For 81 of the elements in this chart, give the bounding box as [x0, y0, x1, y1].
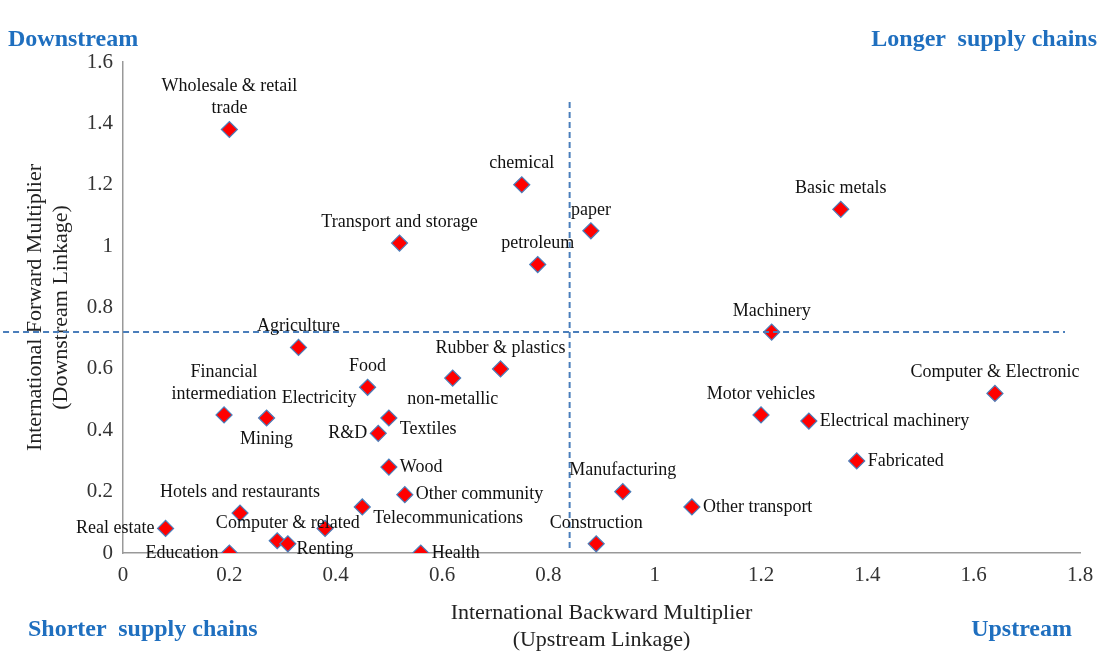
point: [491, 360, 510, 378]
point: [380, 409, 398, 427]
annotation: chemical: [489, 152, 555, 173]
annotation: Electricity: [281, 387, 357, 408]
y-tick-label: 1.2: [86, 171, 114, 196]
annotation: Renting: [296, 538, 354, 559]
x-tick-label: 0.2: [216, 562, 243, 587]
annotation: Machinery: [732, 299, 811, 320]
text: Longer supply chains: [871, 25, 1097, 52]
point: [369, 424, 387, 442]
point: [582, 222, 600, 240]
x-tick-label: 0.8: [535, 562, 562, 587]
x-tick-label: 1.8: [1066, 562, 1094, 587]
point: [986, 384, 1004, 403]
point: [529, 255, 547, 274]
annotation: non-metallic: [407, 387, 499, 408]
point: [215, 406, 233, 424]
annotation: Electrical machinery: [819, 409, 970, 430]
annotation: Wood: [399, 455, 443, 476]
x-tick-label: 1.6: [960, 562, 987, 587]
annotation: Hotels and restaurants: [160, 480, 320, 501]
annotation: Basic metals: [795, 177, 887, 198]
x-tick-label: 1.2: [747, 562, 775, 587]
point: [513, 176, 531, 194]
annotation: Agriculture: [257, 315, 340, 336]
annotation: Other community: [415, 483, 544, 504]
point: [353, 498, 371, 516]
annotation: Transport and storage: [321, 210, 478, 231]
y-tick-label: 0.8: [86, 294, 114, 319]
point: [289, 338, 308, 356]
y-tick-label: 0.4: [86, 416, 114, 441]
point: [800, 412, 818, 430]
point: [359, 378, 377, 396]
annotation: Computer & Electronic: [910, 361, 1080, 382]
annotation: Telecommunications: [373, 506, 523, 527]
annotation: paper: [570, 198, 611, 219]
point: [587, 535, 605, 553]
annotation: R&D: [328, 422, 368, 443]
annotation: Health: [431, 541, 480, 562]
point: [614, 483, 632, 501]
x-axis-title: International Backward Multiplier (Upstream Linkage): [450, 599, 754, 651]
point: [257, 409, 276, 427]
point: [396, 486, 414, 504]
annotation: Manufacturing: [569, 459, 677, 480]
point: [156, 519, 175, 538]
y-tick-label: 1: [102, 232, 114, 257]
annotation: Computer & related: [215, 511, 360, 532]
annotation: Construction: [549, 511, 643, 532]
x-tick-label: 1: [649, 562, 660, 587]
annotation: Real estate: [76, 517, 155, 538]
annotation: Fabricated: [867, 449, 944, 470]
x-tick-label: 0.4: [322, 562, 350, 587]
text: Shorter supply chains: [28, 615, 258, 642]
point: [832, 200, 850, 218]
point: [683, 498, 701, 516]
annotation: Wholesale & retail trade: [161, 75, 298, 118]
point: [848, 452, 866, 470]
point: [279, 535, 297, 553]
y-tick-label: 1.4: [86, 109, 114, 134]
x-tick-label: 1.4: [854, 562, 881, 587]
point: [390, 234, 409, 252]
point: [220, 120, 238, 139]
annotation: Textiles: [399, 417, 457, 438]
point: [444, 369, 462, 387]
point: [268, 532, 286, 550]
point: [380, 458, 398, 476]
y-tick-label: 0.6: [86, 355, 114, 380]
annotation: Food: [349, 355, 387, 376]
y-tick-label: 0.2: [86, 478, 114, 503]
annotation: Education: [145, 541, 219, 562]
annotation: Rubber & plastics: [435, 336, 566, 357]
y-axis-title: International Forward Multiplier (Downstream Linkage): [20, 163, 73, 452]
annotation: Other transport: [702, 495, 813, 516]
x-tick-label: 0.6: [428, 562, 456, 587]
annotation: Financial intermediation: [171, 360, 277, 403]
point: [752, 406, 770, 424]
annotation: Motor vehicles: [706, 382, 816, 403]
annotation: petroleum: [501, 232, 575, 253]
annotation: Mining: [240, 427, 294, 448]
text: Upstream: [971, 615, 1073, 642]
y-tick-label: 0: [102, 539, 114, 564]
